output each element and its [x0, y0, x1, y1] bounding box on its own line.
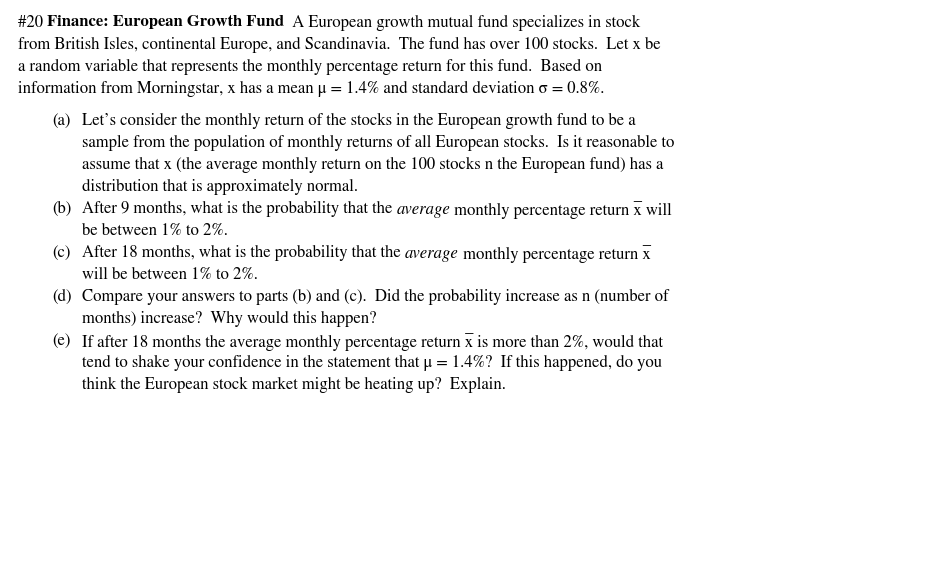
Text: be between 1% to 2%.: be between 1% to 2%. [82, 223, 228, 239]
Text: Let’s consider the monthly return of the stocks in the European growth fund to b: Let’s consider the monthly return of the… [82, 113, 636, 129]
Text: Finance: European Growth Fund: Finance: European Growth Fund [47, 15, 284, 29]
Text: (c): (c) [52, 245, 70, 261]
Text: average: average [397, 201, 450, 218]
Text: After 18 months, what is the probability that the: After 18 months, what is the probability… [82, 245, 405, 261]
Text: assume that x (the average monthly return on the 100 stocks n the European fund): assume that x (the average monthly retur… [82, 157, 663, 173]
Text: (b): (b) [52, 201, 71, 217]
Text: from British Isles, continental Europe, and Scandinavia.  The fund has over 100 : from British Isles, continental Europe, … [18, 37, 660, 53]
Text: sample from the population of monthly returns of all European stocks.  Is it rea: sample from the population of monthly re… [82, 135, 674, 151]
Text: tend to shake your confidence in the statement that μ = 1.4%?  If this happened,: tend to shake your confidence in the sta… [82, 355, 662, 371]
Text: distribution that is approximately normal.: distribution that is approximately norma… [82, 179, 358, 195]
Text: think the European stock market might be heating up?  Explain.: think the European stock market might be… [82, 377, 506, 393]
Text: monthly percentage return x̅ will: monthly percentage return x̅ will [450, 201, 672, 219]
Text: monthly percentage return x̅: monthly percentage return x̅ [459, 245, 650, 263]
Text: #20: #20 [18, 15, 47, 31]
Text: months) increase?  Why would this happen?: months) increase? Why would this happen? [82, 311, 376, 327]
Text: average: average [405, 245, 459, 262]
Text: will be between 1% to 2%.: will be between 1% to 2%. [82, 267, 258, 283]
Text: After 9 months, what is the probability that the: After 9 months, what is the probability … [82, 201, 397, 217]
Text: (d): (d) [52, 289, 71, 305]
Text: (e): (e) [52, 333, 70, 349]
Text: (a): (a) [52, 113, 70, 129]
Text: information from Morningstar, x has a mean μ = 1.4% and standard deviation σ = 0: information from Morningstar, x has a me… [18, 81, 604, 97]
Text: Compare your answers to parts (b) and (c).  Did the probability increase as n (n: Compare your answers to parts (b) and (c… [82, 289, 669, 305]
Text: If after 18 months the average monthly percentage return x̅ is more than 2%, wou: If after 18 months the average monthly p… [82, 333, 663, 351]
Text: a random variable that represents the monthly percentage return for this fund.  : a random variable that represents the mo… [18, 59, 602, 75]
Text: A European growth mutual fund specializes in stock: A European growth mutual fund specialize… [284, 15, 641, 31]
